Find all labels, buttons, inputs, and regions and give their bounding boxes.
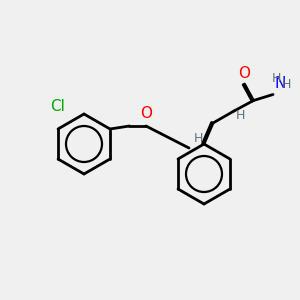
Text: O: O xyxy=(238,66,250,81)
Text: O: O xyxy=(140,106,152,122)
Text: H: H xyxy=(271,71,281,85)
Text: H: H xyxy=(193,131,203,145)
Text: H: H xyxy=(235,109,245,122)
Text: N: N xyxy=(274,76,286,92)
Text: H: H xyxy=(282,77,291,91)
Text: Cl: Cl xyxy=(51,98,65,113)
